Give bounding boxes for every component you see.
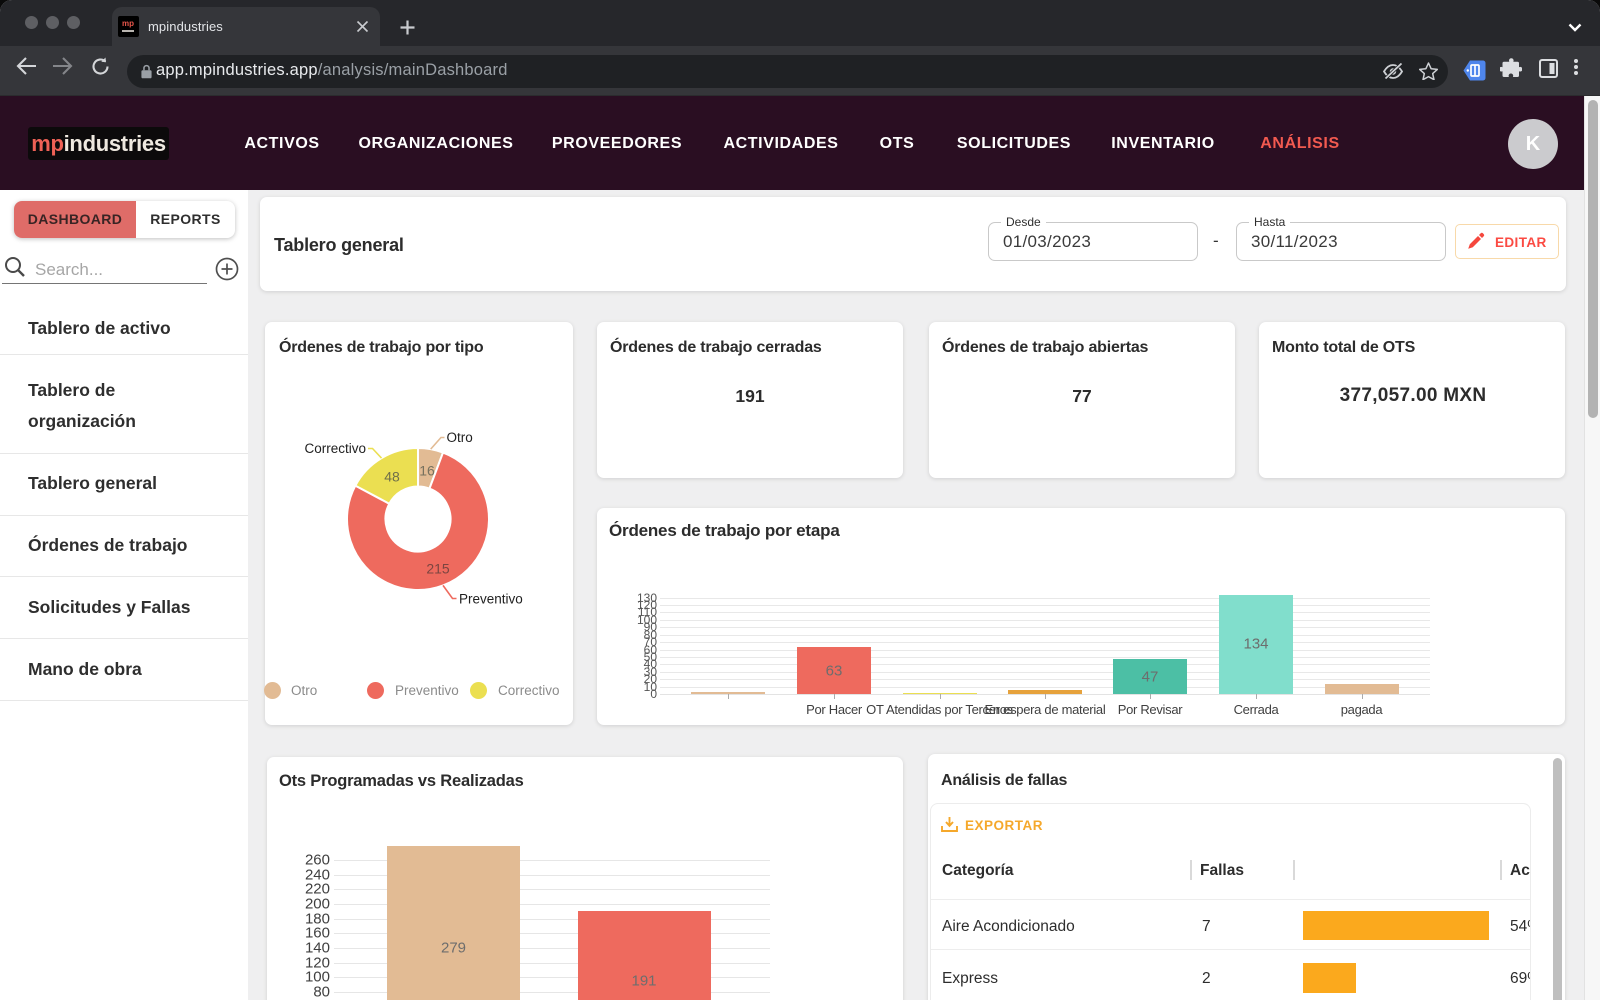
svg-text:215: 215: [426, 561, 450, 577]
svg-text:Otro: Otro: [447, 430, 473, 445]
svg-text:48: 48: [384, 469, 400, 485]
svg-text:Correctivo: Correctivo: [304, 441, 366, 456]
svg-text:Preventivo: Preventivo: [459, 592, 523, 607]
svg-text:16: 16: [419, 463, 435, 479]
